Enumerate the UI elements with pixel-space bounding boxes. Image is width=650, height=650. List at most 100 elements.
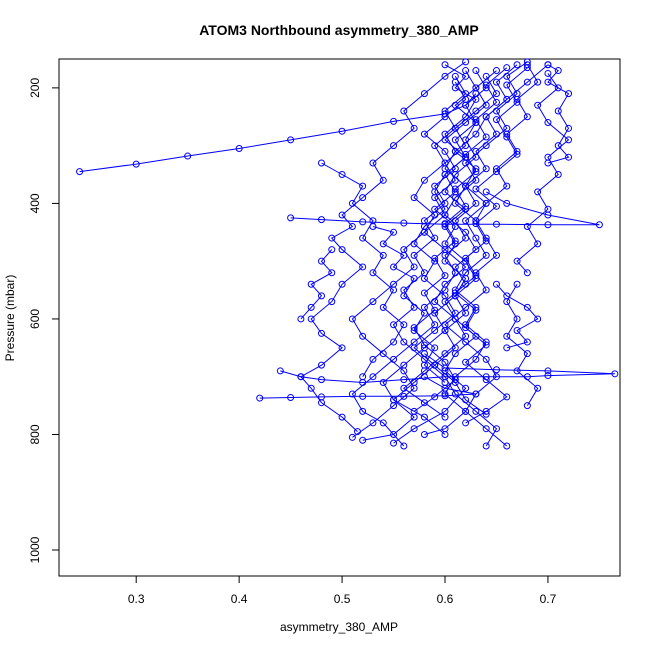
data-point	[441, 72, 449, 80]
data-point	[317, 393, 325, 401]
y-tick-label: 800	[28, 424, 42, 444]
data-point	[482, 425, 490, 433]
series-line	[413, 67, 508, 412]
data-point	[431, 194, 439, 202]
data-point	[338, 280, 346, 288]
data-point	[400, 107, 408, 115]
data-point	[492, 107, 500, 115]
data-point	[441, 425, 449, 433]
data-point	[482, 142, 490, 150]
data-point	[492, 425, 500, 433]
data-point	[472, 165, 480, 173]
data-point	[472, 130, 480, 138]
data-point	[369, 373, 377, 381]
data-point	[462, 150, 470, 158]
data-point	[472, 185, 480, 193]
data-point	[317, 376, 325, 384]
data-point	[503, 182, 511, 190]
data-point	[544, 221, 552, 229]
data-point	[441, 220, 449, 228]
data-point	[554, 107, 562, 115]
data-point	[441, 378, 449, 386]
data-point	[611, 370, 619, 378]
data-point	[328, 269, 336, 277]
data-point	[503, 199, 511, 207]
data-point	[482, 341, 490, 349]
data-point	[462, 72, 470, 80]
data-point	[554, 171, 562, 179]
data-point	[523, 113, 531, 121]
data-point	[338, 211, 346, 219]
data-point	[554, 67, 562, 75]
data-point	[307, 315, 315, 323]
data-point	[565, 136, 573, 144]
data-point	[544, 119, 552, 127]
data-point	[441, 326, 449, 334]
data-point	[472, 67, 480, 75]
data-point	[132, 160, 140, 168]
data-point	[297, 373, 305, 381]
data-point	[420, 176, 428, 184]
data-point	[451, 292, 459, 300]
series-line	[496, 283, 539, 349]
data-point	[472, 176, 480, 184]
data-point	[462, 67, 470, 75]
data-point	[400, 392, 408, 400]
data-point	[338, 171, 346, 179]
data-point	[400, 321, 408, 329]
data-point	[390, 142, 398, 150]
chart-title: ATOM3 Northbound asymmetry_380_AMP	[199, 22, 479, 38]
data-point	[420, 289, 428, 297]
data-point	[544, 372, 552, 380]
data-point	[503, 332, 511, 340]
data-point	[482, 251, 490, 259]
data-point	[462, 384, 470, 392]
data-point	[544, 205, 552, 213]
data-point	[359, 407, 367, 415]
data-point	[441, 392, 449, 400]
data-point	[369, 269, 377, 277]
data-point	[348, 315, 356, 323]
series-line	[444, 64, 487, 221]
data-point	[513, 257, 521, 265]
data-point	[472, 390, 480, 398]
x-tick-label: 0.4	[231, 592, 248, 606]
data-point	[503, 133, 511, 141]
data-point	[492, 280, 500, 288]
data-point	[441, 240, 449, 248]
data-point	[492, 202, 500, 210]
data-point	[431, 234, 439, 242]
series-line	[79, 93, 477, 173]
data-point	[390, 117, 398, 125]
data-point	[451, 147, 459, 155]
x-tick-label: 0.7	[540, 592, 557, 606]
data-point	[513, 61, 521, 69]
series-line	[547, 64, 570, 164]
data-point	[235, 145, 243, 153]
data-point	[451, 263, 459, 271]
data-point	[420, 413, 428, 421]
data-point	[503, 344, 511, 352]
data-point	[410, 251, 418, 259]
data-point	[410, 425, 418, 433]
data-point	[503, 124, 511, 132]
data-point	[492, 116, 500, 124]
data-point	[379, 378, 387, 386]
data-point	[462, 182, 470, 190]
data-point	[451, 390, 459, 398]
data-point	[544, 153, 552, 161]
data-point	[369, 223, 377, 231]
data-point	[359, 234, 367, 242]
data-point	[359, 332, 367, 340]
data-point	[482, 72, 490, 80]
series-line	[300, 249, 333, 320]
data-point	[441, 130, 449, 138]
data-point	[441, 110, 449, 118]
data-point	[472, 107, 480, 115]
data-point	[359, 373, 367, 381]
data-point	[482, 355, 490, 363]
data-point	[513, 326, 521, 334]
data-point	[410, 384, 418, 392]
data-point	[369, 298, 377, 306]
data-point	[348, 390, 356, 398]
